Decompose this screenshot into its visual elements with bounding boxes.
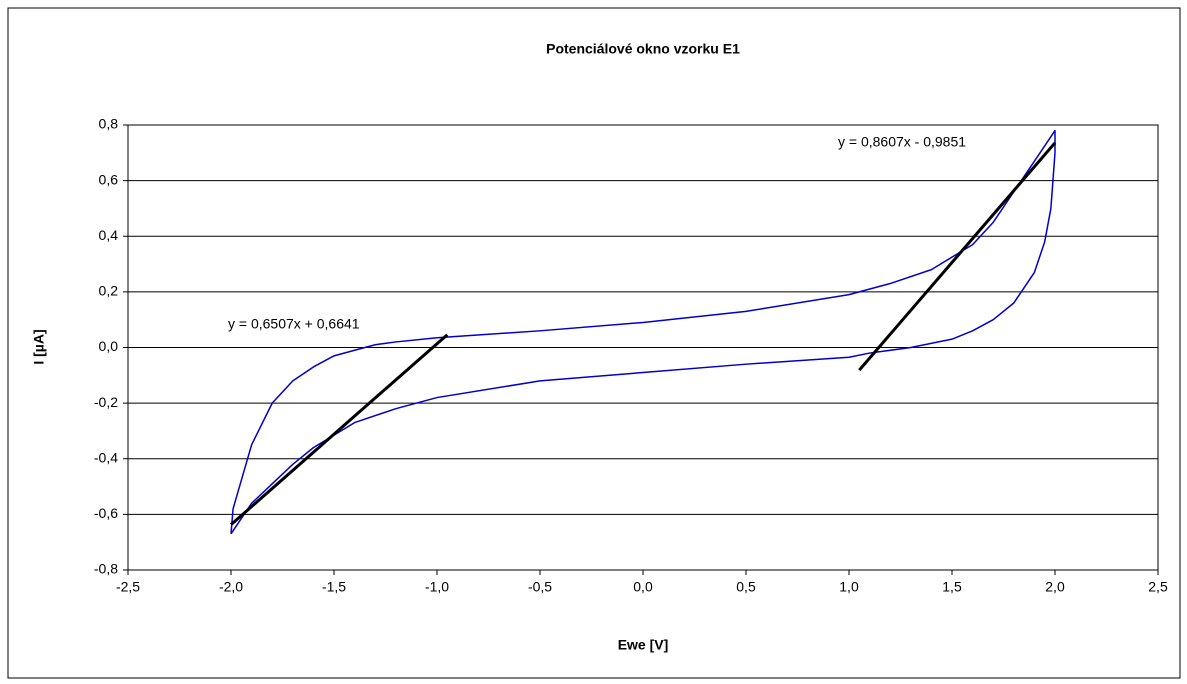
x-tick-label: 0,0 — [633, 579, 653, 595]
plot-area — [127, 124, 1159, 571]
trendline-equation: y = 0,6507x + 0,6641 — [228, 316, 360, 332]
x-tick-label: 1,5 — [942, 579, 962, 595]
series-line — [858, 141, 1057, 372]
y-tick-label: -0,4 — [94, 449, 118, 465]
y-tick-label: -0,6 — [94, 505, 118, 521]
x-tick-label: -2,0 — [219, 579, 243, 595]
x-tick-label: -1,5 — [322, 579, 346, 595]
y-tick-label: 0,4 — [99, 227, 119, 243]
chart-frame — [7, 7, 1181, 679]
y-tick-label: 0,8 — [99, 116, 119, 132]
y-tick-label: 0,2 — [99, 283, 119, 299]
y-tick-label: 0,6 — [99, 171, 119, 187]
x-axis-label: Ewe [V] — [618, 637, 669, 653]
y-tick-label: 0,0 — [99, 338, 119, 354]
x-tick-label: 2,5 — [1148, 579, 1168, 595]
x-tick-label: -1,0 — [425, 579, 449, 595]
series-line — [230, 333, 449, 526]
x-tick-label: -2,5 — [116, 579, 140, 595]
series-line — [230, 129, 1056, 535]
x-tick-label: 2,0 — [1045, 579, 1065, 595]
x-tick-label: 1,0 — [839, 579, 859, 595]
y-axis-label: I [µA] — [31, 329, 47, 364]
trendline-equation: y = 0,8607x - 0,9851 — [838, 134, 966, 150]
x-tick-label: 0,5 — [736, 579, 756, 595]
y-tick-label: -0,8 — [94, 561, 118, 577]
x-tick-label: -0,5 — [528, 579, 552, 595]
y-tick-label: -0,2 — [94, 394, 118, 410]
chart-title: Potenciálové okno vzorku E1 — [546, 41, 740, 57]
